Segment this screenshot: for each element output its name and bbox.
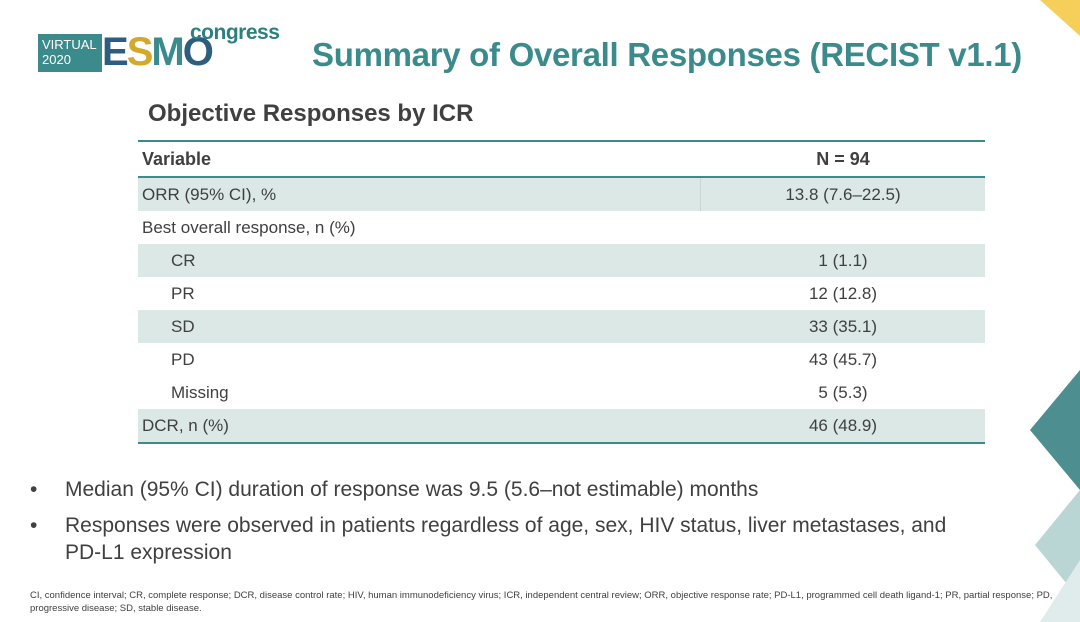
virtual-2020-badge: VIRTUAL 2020 — [38, 34, 102, 72]
logo-letter-m: M — [151, 30, 184, 74]
table-row-dcr: DCR, n (%) 46 (48.9) — [138, 409, 985, 444]
bullet-item: • Responses were observed in patients re… — [30, 512, 990, 566]
row-value: 13.8 (7.6–22.5) — [785, 184, 901, 204]
logo-year-text: 2020 — [42, 52, 71, 67]
row-label: DCR, n (%) — [142, 415, 229, 435]
bullet-dot: • — [30, 478, 38, 501]
row-label: Missing — [171, 382, 229, 402]
header-variable: Variable — [142, 148, 212, 169]
table-title: Objective Responses by ICR — [148, 100, 474, 127]
row-label: SD — [171, 316, 195, 336]
footnote: CI, confidence interval; CR, complete re… — [30, 590, 1053, 614]
bullet-text: Responses were observed in patients rega… — [65, 514, 947, 564]
logo-congress-text: congress — [190, 21, 280, 44]
table-row-sd: SD 33 (35.1) — [138, 310, 985, 343]
header-n: N = 94 — [816, 148, 870, 169]
responses-table: Variable N = 94 ORR (95% CI), % 13.8 (7.… — [138, 140, 985, 444]
table-row-orr: ORR (95% CI), % 13.8 (7.6–22.5) — [138, 178, 985, 211]
row-label: CR — [171, 250, 196, 270]
bullet-list: • Median (95% CI) duration of response w… — [30, 476, 990, 575]
table-row-pd: PD 43 (45.7) — [138, 343, 985, 376]
row-label: PD — [171, 349, 195, 369]
table-row-pr: PR 12 (12.8) — [138, 277, 985, 310]
row-value: 43 (45.7) — [808, 349, 878, 369]
row-value: 12 (12.8) — [808, 283, 878, 303]
logo-letter-s: S — [126, 30, 154, 74]
table-header-row: Variable N = 94 — [138, 140, 985, 178]
logo-letter-o: O — [182, 30, 214, 74]
logo-esmo-wordmark: E S M O — [102, 30, 214, 74]
bullet-text: Median (95% CI) duration of response was… — [65, 478, 759, 501]
slide-title: Summary of Overall Responses (RECIST v1.… — [312, 36, 1022, 73]
row-value: 46 (48.9) — [808, 415, 878, 435]
row-value: 5 (5.3) — [818, 382, 868, 402]
logo-virtual-text: VIRTUAL — [42, 37, 97, 52]
esmo-congress-logo: VIRTUAL 2020 E S M O congress — [38, 21, 280, 74]
row-value: 33 (35.1) — [808, 316, 878, 336]
row-value — [701, 211, 985, 244]
row-label: ORR (95% CI), % — [138, 178, 701, 211]
row-label: Best overall response, n (%) — [142, 217, 356, 237]
bullet-item: • Median (95% CI) duration of response w… — [30, 476, 990, 503]
bullet-dot: • — [30, 514, 38, 537]
table-row-missing: Missing 5 (5.3) — [138, 376, 985, 409]
table-row-best-overall-response: Best overall response, n (%) — [138, 211, 985, 244]
corner-decoration-top — [1040, 0, 1080, 36]
row-value: 1 (1.1) — [818, 250, 868, 270]
table-row-cr: CR 1 (1.1) — [138, 244, 985, 277]
corner-decoration-right — [1030, 370, 1080, 622]
logo-letter-e: E — [102, 30, 129, 74]
row-label: PR — [171, 283, 195, 303]
